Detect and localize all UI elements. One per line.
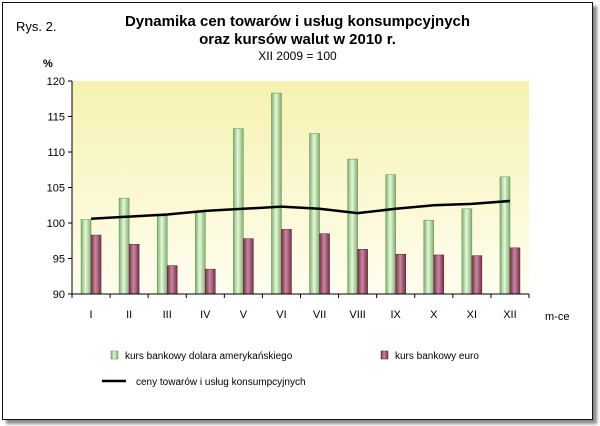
x-tick-label: VII [313, 309, 326, 321]
x-tick-label: III [163, 309, 172, 321]
x-tick-label: IX [391, 309, 402, 321]
y-tick-label: 90 [53, 289, 65, 301]
y-tick-label: 95 [53, 254, 65, 266]
figure-label: Rys. 2. [16, 19, 57, 34]
legend-usd-swatch [110, 350, 119, 360]
legend: kurs bankowy dolara amerykańskiego kurs b… [102, 350, 479, 388]
cpi-line-layer [90, 199, 511, 220]
bar-eur [90, 234, 102, 295]
x-tick-label: V [240, 309, 248, 321]
bar-usd [309, 133, 320, 295]
x-tick-label: X [430, 309, 438, 321]
legend-usd-label: kurs bankowy dolara amerykańskiego [125, 351, 293, 362]
bar-eur [166, 265, 178, 295]
bar-usd [118, 197, 130, 295]
x-tick-label: I [90, 309, 93, 321]
bar-usd [385, 174, 396, 295]
chart-title-line1: Dynamika cen towarów i usług konsumpcyjn… [124, 13, 471, 30]
bar-usd [271, 92, 282, 295]
legend-cpi-label: ceny towarów i usług konsumpcyjnych [136, 377, 306, 388]
legend-eur-swatch [380, 350, 389, 360]
bar-eur [243, 238, 254, 295]
bar-eur [205, 268, 216, 295]
bar-eur [319, 233, 330, 295]
x-tick-label: IV [200, 309, 211, 321]
bar-usd [461, 208, 473, 295]
chart-subtitle: XII 2009 = 100 [258, 49, 337, 63]
legend-eur-label: kurs bankowy euro [395, 351, 479, 362]
x-axis: I II III IV V VI VII VIII IX X XI XII [71, 293, 530, 321]
y-tick-label: 110 [47, 147, 65, 159]
bar-usd [80, 219, 92, 295]
bar-eur [433, 254, 445, 295]
bar-usd [423, 219, 435, 295]
chart-title-line2: oraz kursów walut w 2010 r. [199, 31, 396, 48]
bar-eur [128, 244, 140, 295]
y-axis: 90 95 100 105 110 115 120 [47, 76, 73, 301]
plot-area [72, 81, 529, 294]
y-axis-label: % [43, 58, 53, 70]
x-tick-label: XI [467, 309, 477, 321]
bar-usd [347, 158, 358, 295]
bar-usd [499, 176, 511, 295]
x-tick-label: VIII [349, 309, 366, 321]
bar-usd [233, 128, 244, 295]
y-tick-label: 100 [47, 218, 65, 230]
bar-eur [509, 247, 521, 295]
bar-eur [281, 229, 292, 295]
x-tick-label: VI [276, 309, 286, 321]
y-tick-label: 120 [47, 76, 65, 88]
chart-frame: Rys. 2. Dynamika cen towarów i usług kon… [2, 2, 593, 420]
bar-eur [395, 253, 406, 295]
x-axis-label: m-ce [545, 311, 569, 323]
y-tick-label: 115 [47, 112, 65, 124]
x-tick-label: II [126, 309, 132, 321]
y-tick-label: 105 [47, 183, 65, 195]
bar-usd [156, 215, 168, 295]
bar-eur [471, 255, 483, 295]
x-tick-label: XII [503, 309, 516, 321]
bar-usd [195, 212, 206, 295]
cpi-line [90, 199, 511, 220]
bar-eur [357, 249, 368, 295]
